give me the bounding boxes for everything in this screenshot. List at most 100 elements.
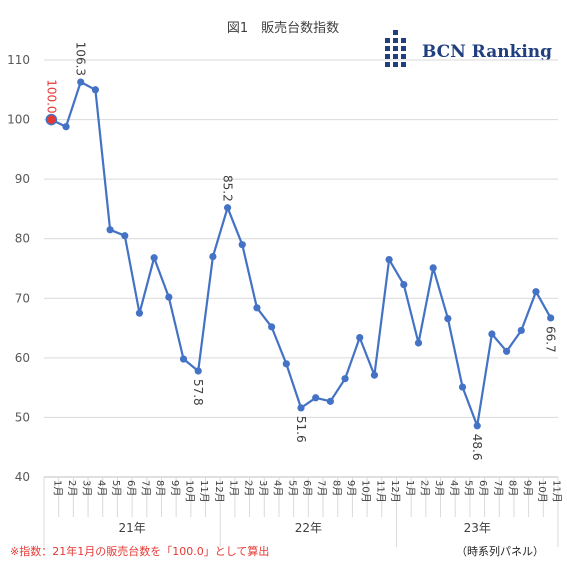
x-axis: 1月 2月 3月 4月 5月 6月 7月 8月 9月 10月 11月 12月 1月 2月 3月 4月 5月 6月 7… [43,476,563,547]
year-label: 21年 [118,521,145,535]
x-tick-label: 1月 [228,480,240,496]
y-tick-label: 50 [15,410,30,424]
x-tick-label: 6月 [477,480,489,496]
data-point [503,347,511,355]
data-point [223,204,232,212]
x-tick-label: 1月 [404,480,416,496]
data-point [209,252,217,261]
x-tick-label: 8月 [154,480,166,496]
x-tick-label: 9月 [521,480,533,496]
data-point [532,288,540,296]
x-tick-label: 12月 [213,480,225,503]
chart-title: 図1 販売台数指数 [227,20,339,36]
data-label: 100.0 [44,79,58,113]
data-label: 57.8 [191,379,205,406]
series-line [50,80,552,427]
data-point [62,123,70,131]
x-tick-label: 11月 [551,480,563,503]
data-label: 48.6 [470,434,484,461]
x-tick-label: 4月 [95,480,107,496]
year-label: 22年 [295,521,322,535]
y-tick-label: 70 [15,291,30,305]
x-tick-label: 1月 [51,480,63,496]
x-tick-label: 5月 [286,480,298,496]
x-tick-label: 7月 [316,480,328,496]
x-tick-label: 10月 [536,480,548,503]
y-tick-label: 60 [15,351,30,365]
x-tick-label: 7月 [492,480,504,496]
data-point [473,422,481,430]
y-tick-label: 90 [15,172,30,186]
y-tick-label: 80 [15,232,30,246]
x-tick-label: 5月 [463,480,475,496]
data-point [356,334,364,342]
x-tick-label: 5月 [110,480,122,496]
data-label: 106.3 [74,42,88,76]
data-point [238,241,246,249]
y-tick-label: 40 [15,470,30,484]
x-tick-label: 7月 [139,480,151,496]
data-point [77,78,85,86]
data-point [312,394,320,402]
data-label: 51.6 [294,416,308,443]
data-point [370,371,379,379]
x-tick-label: 6月 [125,480,137,496]
data-point [414,339,423,347]
data-point [444,314,452,323]
data-point [547,314,555,322]
data-point [135,309,144,317]
x-tick-label: 8月 [330,480,342,496]
x-tick-label: 12月 [389,480,401,503]
footnote: ※指数：21年1月の販売台数を「100.0」として算出 [10,544,269,558]
x-tick-label: 2月 [66,480,78,496]
data-point [517,326,525,335]
data-point [121,232,129,240]
x-tick-label: 6月 [301,480,313,496]
x-tick-label: 3月 [257,480,269,496]
logo-mark-icon [385,30,406,67]
logo-text: BCN Ranking [422,42,552,62]
data-point [400,280,408,289]
data-point [150,254,158,262]
data-point [194,367,202,375]
x-tick-label: 11月 [198,480,210,503]
data-labels: 100.0 106.3 57.8 85.2 51.6 48.6 66.7 [44,42,557,461]
y-tick-label: 110 [7,53,30,67]
x-tick-label: 2月 [418,480,430,496]
data-point [165,293,173,301]
data-point [282,360,290,368]
data-label: 66.7 [544,326,558,353]
x-tick-label: 11月 [374,480,386,503]
data-point [429,264,437,272]
data-point [106,226,114,234]
x-tick-label: 10月 [360,480,372,503]
data-point-highlight [45,113,58,126]
x-tick-label: 2月 [242,480,254,496]
x-tick-label: 3月 [81,480,93,496]
data-points [45,78,555,430]
data-point [458,383,467,391]
data-point [268,323,276,331]
data-point [91,86,99,94]
data-point [297,404,305,412]
year-label: 23年 [464,521,491,535]
x-tick-label: 9月 [169,480,181,496]
gridlines [44,59,558,478]
y-tick-label: 100 [7,113,30,127]
data-point [341,375,349,383]
x-tick-label: 10月 [184,480,196,503]
y-axis: 40 50 60 70 80 90 100 110 [7,53,30,484]
data-label: 85.2 [221,175,235,202]
data-point [253,304,261,312]
bcn-logo: BCN Ranking [385,30,552,67]
data-point [385,255,393,264]
x-tick-label: 4月 [448,480,460,496]
data-point [326,397,334,405]
panel-note: （時系列パネル） [456,544,544,558]
data-point [179,355,188,363]
data-point [488,330,496,338]
x-tick-label: 8月 [507,480,519,496]
x-tick-label: 3月 [433,480,445,496]
x-tick-label: 9月 [345,480,357,496]
